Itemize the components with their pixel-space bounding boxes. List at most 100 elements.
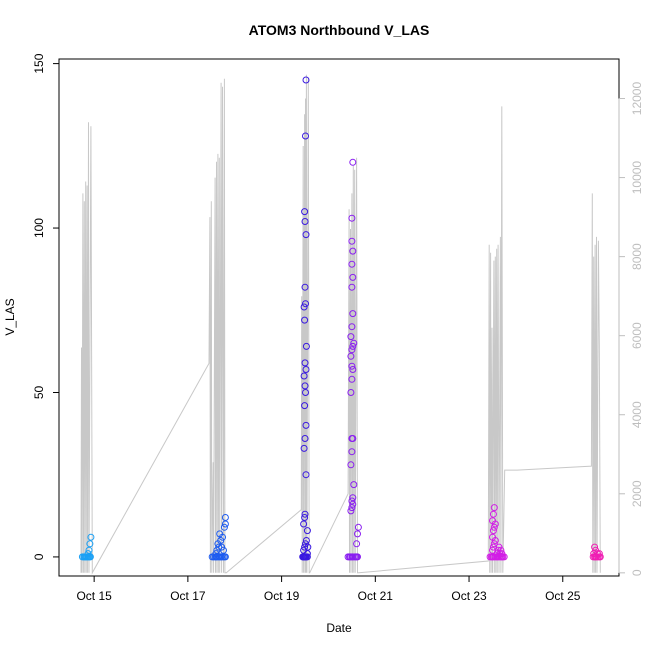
data-point <box>349 366 357 373</box>
data-point <box>301 435 309 442</box>
data-point <box>301 514 309 521</box>
data-point <box>349 273 357 281</box>
x-axis-label: Date <box>326 621 352 635</box>
data-point <box>348 283 356 291</box>
data-point <box>349 342 357 350</box>
data-point <box>302 471 310 479</box>
data-point <box>593 550 601 558</box>
x-tick-label: Oct 17 <box>170 589 206 603</box>
x-tick-label: Oct 21 <box>358 589 394 603</box>
data-point <box>301 316 309 324</box>
data-point <box>300 520 308 528</box>
y-tick-label: 0 <box>32 553 46 560</box>
data-point <box>212 550 220 558</box>
x-tick-label: Oct 19 <box>264 589 300 603</box>
y2-tick-label: 6000 <box>630 322 644 349</box>
data-point <box>301 510 309 518</box>
y-tick-label: 100 <box>32 218 46 238</box>
data-point <box>591 543 599 551</box>
data-point <box>220 523 228 531</box>
data-point <box>302 342 310 350</box>
data-point <box>349 310 357 318</box>
data-point <box>353 540 361 548</box>
data-point <box>347 507 355 515</box>
data-point <box>302 300 309 308</box>
y-axis-label: V_LAS <box>3 298 17 335</box>
data-point <box>490 504 498 512</box>
y2-axis: 0 2000 4000 6000 8000 10000 12000 <box>618 82 644 576</box>
data-point <box>489 527 497 535</box>
data-point <box>489 533 496 541</box>
v-las-line <box>80 74 601 575</box>
x-axis: Oct 15 Oct 17 Oct 19 Oct 21 Oct 23 Oct 25 <box>76 575 581 603</box>
data-point <box>348 362 356 370</box>
data-point <box>303 527 311 535</box>
data-point <box>349 435 357 442</box>
data-point <box>301 218 309 225</box>
data-point <box>595 550 603 558</box>
line-layer <box>80 74 601 575</box>
data-point <box>498 550 506 558</box>
data-point <box>348 237 356 245</box>
data-point <box>302 366 310 373</box>
data-point <box>87 533 95 541</box>
data-point <box>350 481 358 489</box>
data-point <box>220 546 227 554</box>
data-point <box>84 550 92 558</box>
y2-tick-label: 12000 <box>630 82 644 116</box>
data-point <box>354 523 362 531</box>
data-point <box>348 448 356 456</box>
data-point <box>348 346 356 354</box>
data-point <box>490 523 498 531</box>
data-point <box>300 303 308 311</box>
data-point <box>302 76 310 84</box>
data-point <box>489 510 497 518</box>
data-point <box>348 260 356 268</box>
y2-tick-label: 10000 <box>630 161 644 195</box>
x-tick-label: Oct 15 <box>76 589 112 603</box>
data-point <box>347 389 355 396</box>
data-point <box>489 517 496 525</box>
data-point <box>300 372 308 380</box>
data-point <box>348 323 356 331</box>
y-tick-label: 150 <box>32 53 46 73</box>
data-point <box>347 352 355 360</box>
data-point <box>302 537 310 544</box>
data-point <box>348 375 356 383</box>
data-point <box>301 382 309 390</box>
data-point <box>348 214 356 222</box>
data-point <box>221 520 229 528</box>
data-point <box>301 359 309 367</box>
data-point <box>348 497 356 505</box>
data-point <box>301 283 309 291</box>
data-point <box>349 500 357 508</box>
data-point <box>300 444 308 452</box>
data-point <box>302 132 309 140</box>
data-point <box>490 540 498 548</box>
data-point <box>350 339 358 347</box>
data-point <box>302 231 310 239</box>
point-layer <box>78 76 604 561</box>
plot-box <box>58 58 620 577</box>
y2-tick-label: 8000 <box>630 243 644 270</box>
x-tick-label: Oct 25 <box>545 589 581 603</box>
y2-tick-label: 0 <box>630 569 644 576</box>
data-point <box>301 208 309 216</box>
data-point <box>221 553 229 561</box>
data-point <box>304 543 312 551</box>
data-point <box>354 553 361 561</box>
data-point <box>302 389 309 396</box>
data-point <box>303 550 311 558</box>
data-point <box>354 530 361 538</box>
data-point <box>85 546 93 554</box>
chart-title: ATOM3 Northbound V_LAS <box>249 22 430 38</box>
y-tick-label: 50 <box>32 385 46 399</box>
data-point <box>301 543 309 551</box>
data-point <box>497 546 505 554</box>
data-point <box>216 530 224 538</box>
data-point <box>349 247 357 255</box>
data-point <box>303 553 311 561</box>
y-axis: 0 50 100 150 <box>32 53 60 560</box>
x-tick-label: Oct 23 <box>451 589 487 603</box>
